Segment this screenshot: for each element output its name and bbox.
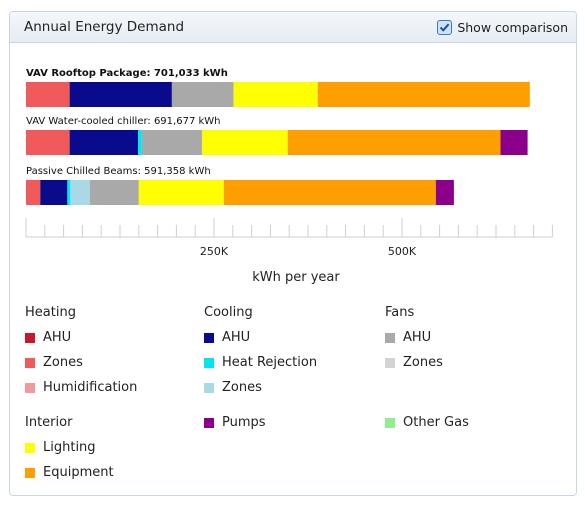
bar-segment-cooling-zones bbox=[70, 180, 90, 205]
bar-segment-fans-ahu bbox=[89, 180, 139, 205]
show-comparison-label: Show comparison bbox=[457, 20, 568, 35]
bar-segment-cooling-heat-rejection bbox=[67, 180, 71, 205]
legend-item: Zones bbox=[385, 355, 443, 370]
legend-swatch bbox=[25, 442, 35, 453]
legend-label: AHU bbox=[222, 330, 251, 345]
legend-swatch bbox=[25, 382, 35, 393]
bar-segment-pumps bbox=[435, 180, 454, 205]
legend-item: Other Gas bbox=[385, 415, 469, 430]
panel-header: Annual Energy Demand Show comparison bbox=[10, 12, 576, 43]
bar-segment-lighting bbox=[138, 180, 224, 205]
legend-swatch bbox=[204, 332, 214, 343]
legend-swatch bbox=[25, 357, 35, 368]
checkbox-checked-icon[interactable] bbox=[437, 20, 453, 35]
x-tick-label: 250K bbox=[200, 245, 229, 258]
legend-item: Equipment bbox=[25, 465, 114, 480]
legend-label: Humidification bbox=[43, 380, 138, 395]
bar-label: Passive Chilled Beams: 591,358 kWh bbox=[26, 166, 211, 177]
legend-label: Equipment bbox=[43, 465, 114, 480]
x-axis-title: kWh per year bbox=[252, 270, 340, 285]
bar-segment-cooling-heat-rejection bbox=[138, 130, 142, 155]
legend-item: Zones bbox=[25, 355, 83, 370]
legend-item: AHU bbox=[25, 330, 71, 345]
bar-segment-lighting bbox=[233, 82, 318, 107]
bar-segment-equipment bbox=[223, 180, 436, 205]
legend-swatch bbox=[385, 332, 395, 343]
legend-label: Lighting bbox=[43, 440, 96, 455]
panel-title: Annual Energy Demand bbox=[24, 19, 185, 35]
legend-label: Zones bbox=[222, 380, 262, 395]
bar-segment-heating-zones bbox=[26, 130, 70, 155]
bar-segment-equipment bbox=[287, 130, 501, 155]
bar-label: VAV Rooftop Package: 701,033 kWh bbox=[26, 68, 228, 79]
bar-segment-fans-ahu bbox=[171, 82, 234, 107]
legend-label: AHU bbox=[403, 330, 432, 345]
legend-swatch bbox=[385, 357, 395, 368]
legend-item: Pumps bbox=[204, 415, 266, 430]
legend-heading: Interior bbox=[25, 415, 73, 430]
stacked-bar-chart: VAV Rooftop Package: 701,033 kWh VAV Wate… bbox=[25, 68, 553, 285]
legend-item: Zones bbox=[204, 380, 262, 395]
bar-segment-equipment bbox=[317, 82, 530, 107]
bar-segment-lighting bbox=[201, 130, 288, 155]
legend-swatch bbox=[385, 417, 395, 428]
bar-segment-heating-zones bbox=[26, 82, 70, 107]
legend-item: Lighting bbox=[25, 440, 96, 455]
legend-swatch bbox=[25, 332, 35, 343]
legend-label: Zones bbox=[43, 355, 83, 370]
legend-swatch bbox=[204, 357, 214, 368]
legend-label: Pumps bbox=[222, 415, 266, 430]
legend-label: AHU bbox=[43, 330, 72, 345]
bar-label: VAV Water-cooled chiller: 691,677 kWh bbox=[26, 116, 221, 127]
bar-segment-cooling-ahu bbox=[69, 130, 139, 155]
legend-label: Heat Rejection bbox=[222, 355, 318, 370]
bar-segment-fans-ahu bbox=[141, 130, 202, 155]
bar-segment-cooling-ahu bbox=[69, 82, 172, 107]
legend-item: Humidification bbox=[25, 380, 137, 395]
bar-segment-cooling-ahu bbox=[40, 180, 68, 205]
legend-label: Zones bbox=[403, 355, 443, 370]
legend-label: Other Gas bbox=[403, 415, 469, 430]
legend-swatch bbox=[25, 467, 35, 478]
legend-item: AHU bbox=[204, 330, 250, 345]
legend-item: Heat Rejection bbox=[204, 355, 317, 370]
legend-swatch bbox=[204, 382, 214, 393]
legend-heading: Heating bbox=[25, 305, 76, 320]
legend-item: AHU bbox=[385, 330, 431, 345]
legend-swatch bbox=[204, 417, 214, 428]
bar-segment-pumps bbox=[500, 130, 528, 155]
bar-segment-heating-zones bbox=[26, 180, 41, 205]
x-tick-label: 500K bbox=[388, 245, 417, 258]
legend-heading: Fans bbox=[385, 305, 415, 320]
legend-heading: Cooling bbox=[204, 305, 253, 320]
show-comparison-toggle[interactable]: Show comparison bbox=[437, 20, 568, 35]
